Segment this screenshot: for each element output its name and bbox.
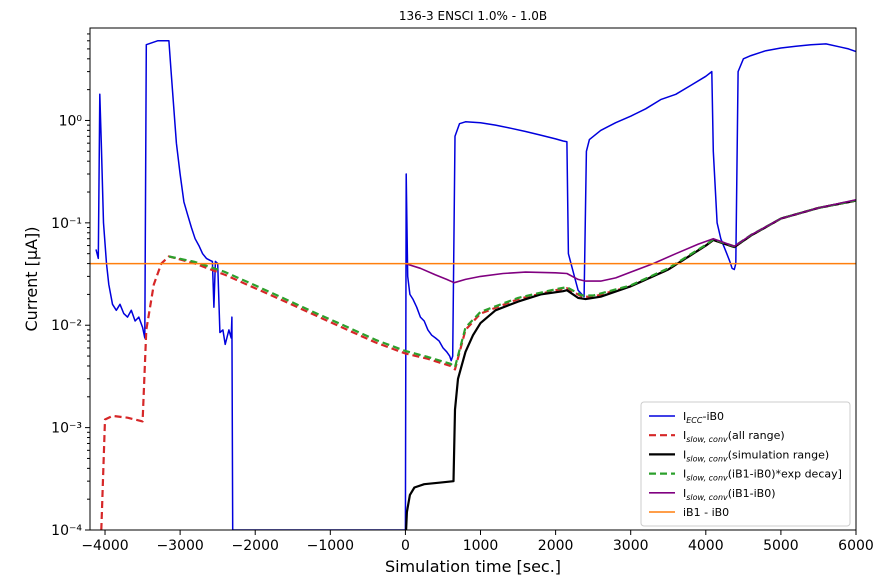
x-tick-label: 5000 [763, 538, 799, 554]
x-tick-label: −4000 [81, 538, 128, 554]
axes-layer: −4000 −3000 −2000 −1000 0 1000 2000 3000 4000 500… [51, 33, 874, 554]
series-line-0 [95, 40, 856, 530]
y-tick-label: 10⁻³ [51, 421, 82, 437]
y-tick-label: 10⁻⁴ [51, 523, 82, 539]
legend-label: Islow, conv(iB1-iB0)*exp decay] [683, 468, 842, 483]
x-tick-label: 2000 [538, 538, 574, 554]
x-tick-label: 4000 [688, 538, 724, 554]
legend-label: Islow, conv(iB1-iB0) [683, 487, 776, 502]
x-tick-label: 6000 [838, 538, 874, 554]
y-tick-label: 10⁻¹ [51, 216, 82, 232]
y-tick-label: 10⁻² [51, 318, 82, 334]
x-tick-label: 3000 [613, 538, 649, 554]
series-layer [90, 40, 856, 530]
series-line-4 [405, 199, 856, 284]
y-axis-label: Current [μA]) [22, 226, 41, 331]
x-axis-label: Simulation time [sec.] [385, 557, 561, 576]
x-tick-label: 1000 [463, 538, 499, 554]
y-tick-label: 10⁰ [59, 113, 83, 129]
plot-frame [89, 27, 857, 531]
chart-title: 136-3 ENSCI 1.0% - 1.0B [399, 9, 547, 23]
legend-label: Islow, conv(all range) [683, 429, 785, 444]
legend: IECC-iB0 Islow, conv(all range) Islow, con… [640, 401, 851, 527]
legend-label: Islow, conv(simulation range) [683, 448, 829, 463]
x-tick-label: 0 [401, 538, 410, 554]
legend-box [640, 401, 851, 527]
legend-label: IECC-iB0 [683, 410, 724, 425]
x-tick-label: −2000 [232, 538, 279, 554]
series-line-3 [168, 199, 856, 369]
legend-label: iB1 - iB0 [683, 506, 729, 519]
x-tick-label: −3000 [156, 538, 203, 554]
x-tick-label: −1000 [307, 538, 354, 554]
